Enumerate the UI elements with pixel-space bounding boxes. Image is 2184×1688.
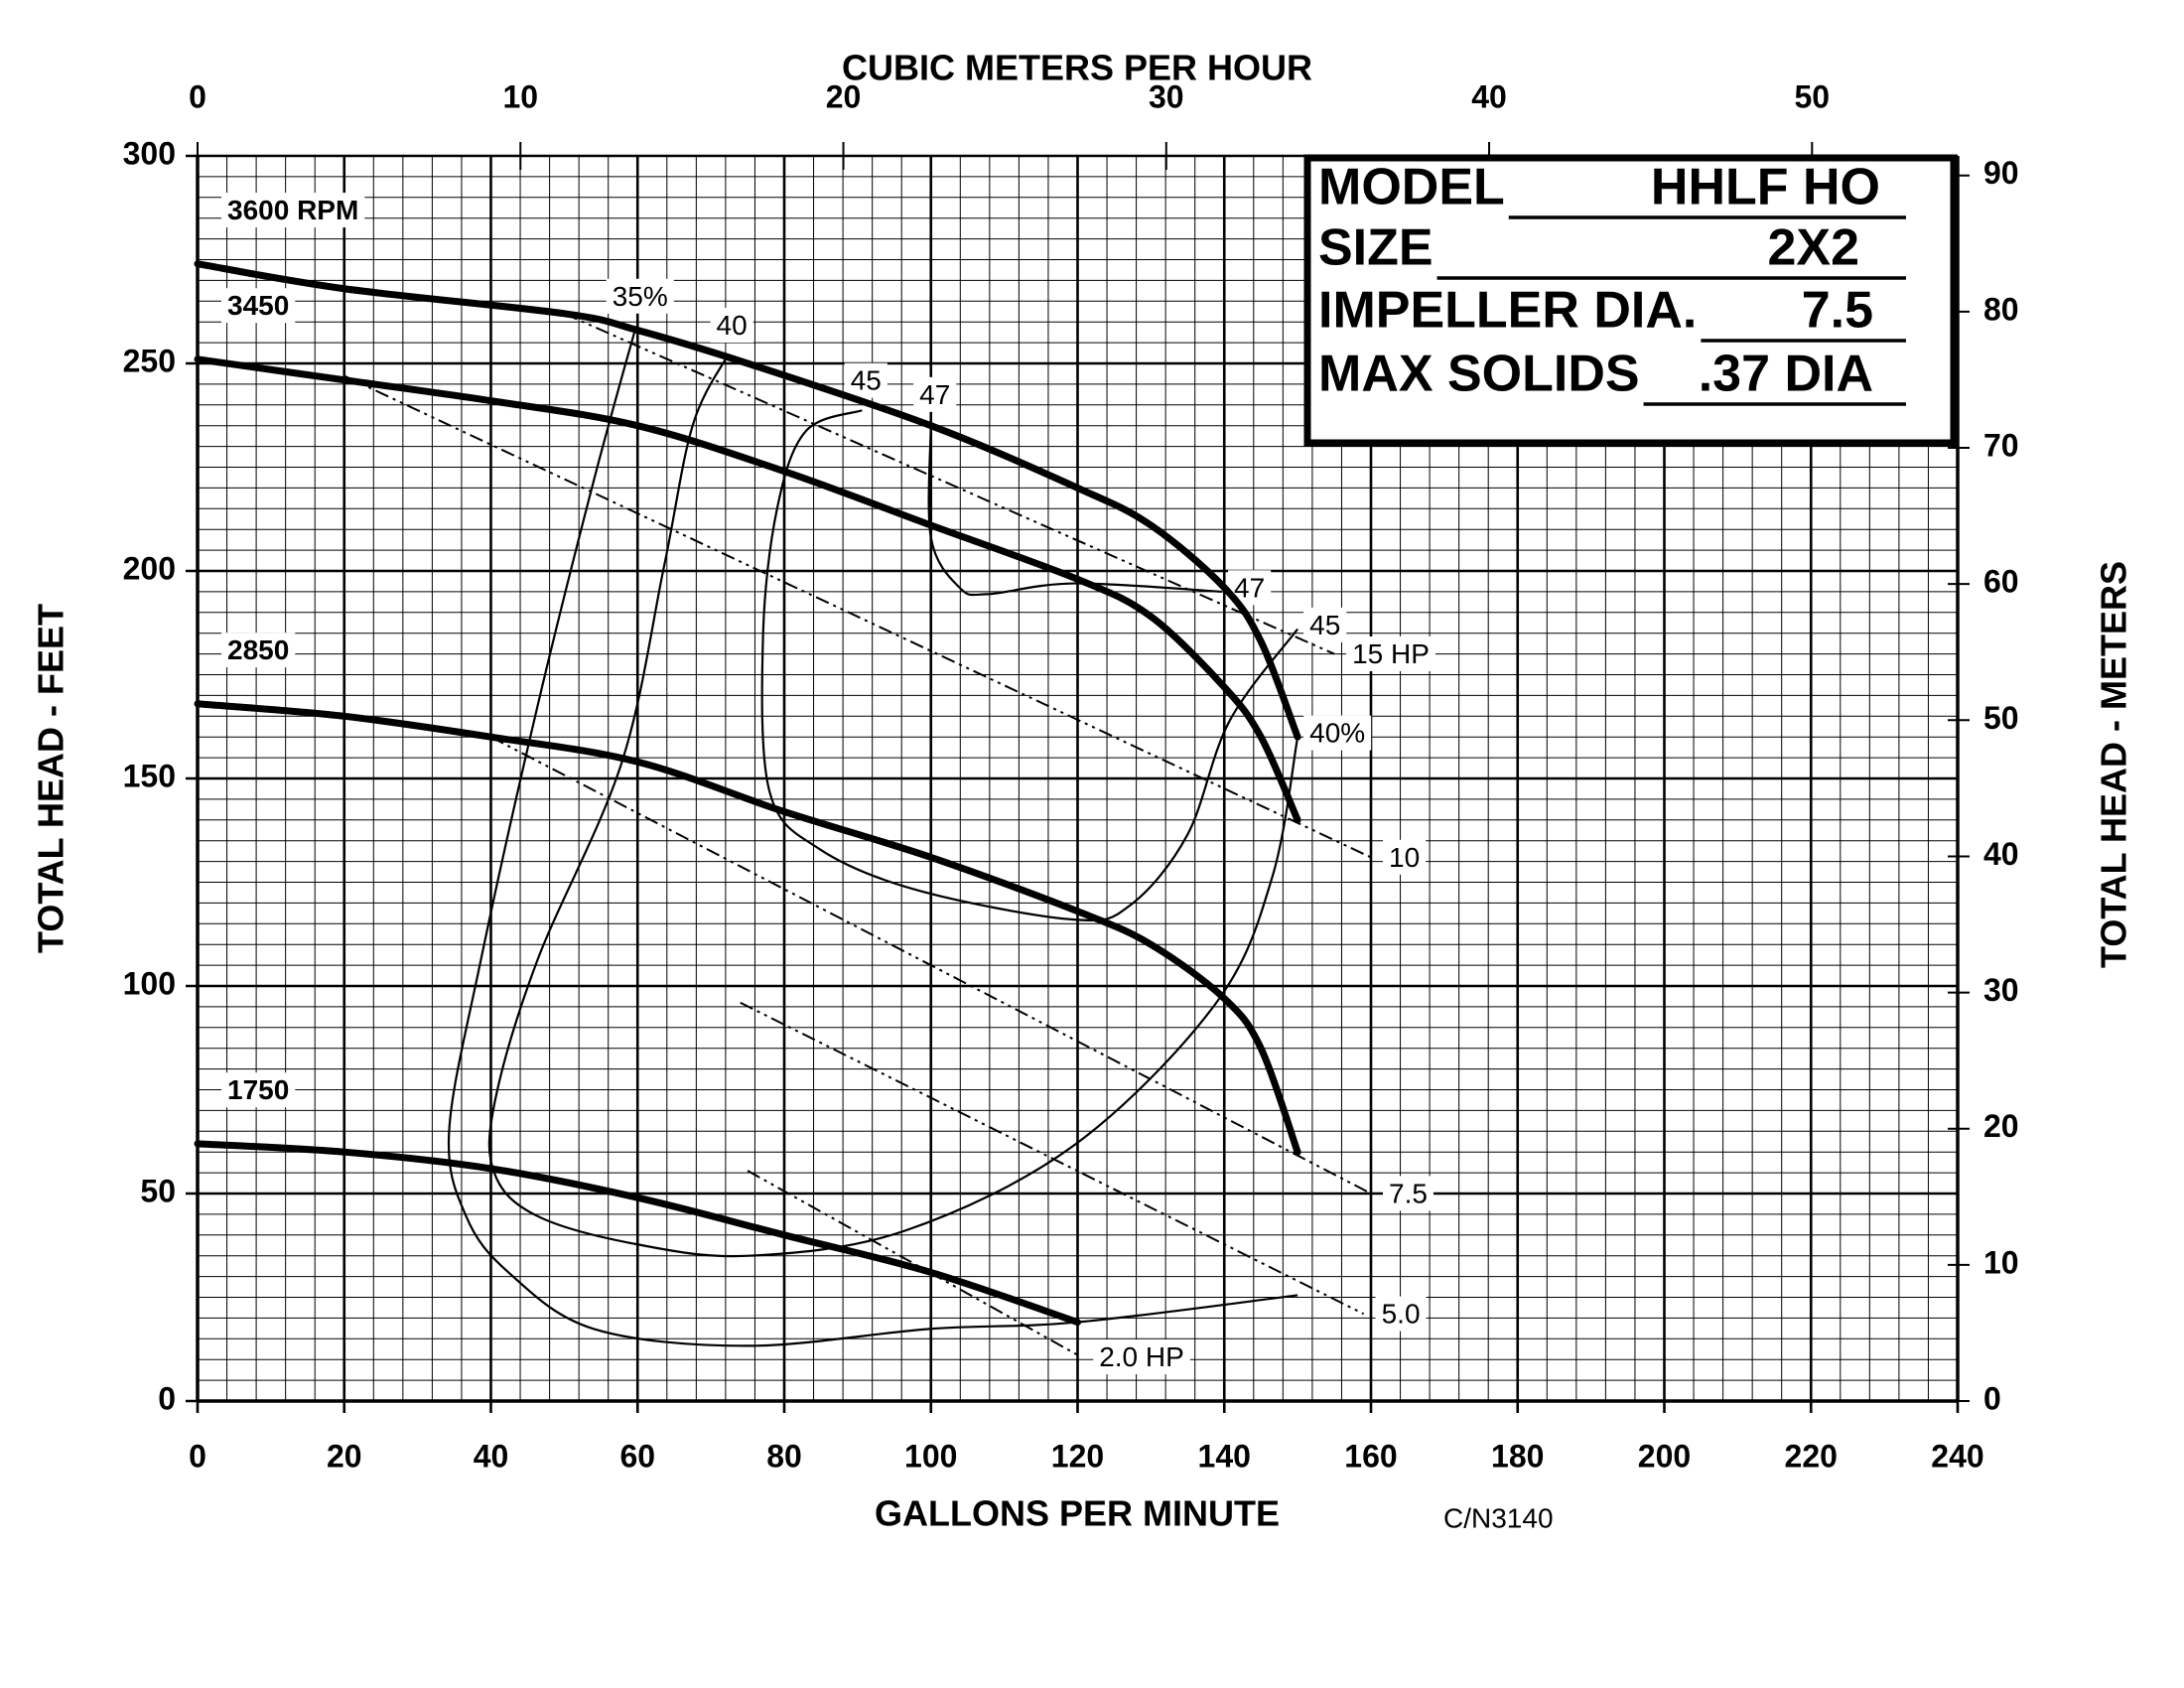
- speed-label: 1750: [227, 1074, 289, 1105]
- x-tick-label: 240: [1931, 1438, 1983, 1474]
- label-background: [221, 633, 296, 668]
- label-background: [1303, 715, 1372, 751]
- speed-label: 3600 RPM: [227, 195, 358, 225]
- y2-tick-label: 50: [1983, 700, 2019, 736]
- y2-axis-title: TOTAL HEAD - METERS: [2094, 561, 2134, 968]
- label-background: [1303, 607, 1347, 642]
- power-label: 7.5: [1389, 1178, 1428, 1208]
- x-tick-label: 180: [1491, 1438, 1544, 1474]
- x-tick-label: 140: [1198, 1438, 1251, 1474]
- y2-tick-label: 70: [1983, 427, 2019, 463]
- label-background: [844, 362, 887, 398]
- power-line: [563, 312, 1335, 655]
- power-label: 10: [1389, 842, 1420, 873]
- y-axis-title: TOTAL HEAD - FEET: [31, 604, 71, 953]
- y-tick-label: 150: [123, 758, 176, 793]
- model-field-label: MAX SOLIDS: [1318, 346, 1640, 403]
- x-tick-label: 100: [904, 1438, 957, 1474]
- label-background: [1375, 1296, 1427, 1332]
- x2-tick-label: 30: [1149, 78, 1184, 114]
- efficiency-label: 40%: [1309, 718, 1365, 749]
- efficiency-curve: [447, 326, 1298, 1347]
- efficiency-label: 47: [919, 379, 950, 410]
- x-tick-label: 60: [619, 1438, 655, 1474]
- x-tick-label: 40: [474, 1438, 509, 1474]
- efficiency-label: 40: [717, 310, 748, 341]
- x-axis-title: GALLONS PER MINUTE: [875, 1493, 1280, 1534]
- y2-tick-label: 20: [1983, 1108, 2019, 1144]
- speed-label: 3450: [227, 290, 289, 321]
- head-curve: [194, 355, 1301, 824]
- x-tick-label: 200: [1638, 1438, 1691, 1474]
- power-label: 2.0 HP: [1099, 1341, 1184, 1372]
- y-tick-label: 0: [158, 1380, 176, 1416]
- chart-note: C/N3140: [1443, 1502, 1554, 1533]
- x2-tick-label: 0: [189, 78, 206, 114]
- y2-tick-label: 0: [1983, 1380, 2001, 1416]
- x-tick-label: 20: [327, 1438, 362, 1474]
- model-field-label: SIZE: [1318, 219, 1433, 277]
- y2-tick-label: 30: [1983, 972, 2019, 1008]
- label-background: [1093, 1339, 1190, 1375]
- y2-tick-label: 40: [1983, 836, 2019, 872]
- model-box: [1303, 154, 1958, 447]
- y-tick-label: 200: [123, 550, 176, 586]
- model-field-value: HHLF HO: [1651, 159, 1880, 216]
- model-field-label: IMPELLER DIA.: [1318, 282, 1697, 340]
- efficiency-curve: [487, 354, 1299, 1258]
- power-line: [343, 374, 1372, 859]
- y2-tick-label: 80: [1983, 291, 2019, 327]
- x-tick-label: 0: [189, 1438, 206, 1474]
- efficiency-curve: [760, 409, 1299, 921]
- y2-tick-label: 90: [1983, 155, 2019, 191]
- power-label: 15 HP: [1352, 638, 1430, 669]
- model-field-value: 2X2: [1767, 219, 1859, 277]
- label-background: [221, 288, 296, 324]
- x2-tick-label: 20: [826, 78, 862, 114]
- label-background: [221, 193, 365, 228]
- efficiency-curve: [927, 424, 1223, 597]
- label-background: [221, 1072, 296, 1108]
- power-label: 5.0: [1382, 1299, 1421, 1330]
- label-background: [710, 308, 753, 344]
- label-background: [1346, 635, 1435, 671]
- label-background: [1383, 839, 1427, 875]
- x-tick-label: 80: [766, 1438, 802, 1474]
- y2-tick-label: 60: [1983, 564, 2019, 600]
- head-curve: [194, 260, 1301, 741]
- speed-label: 2850: [227, 634, 289, 665]
- model-field-label: MODEL: [1318, 159, 1505, 216]
- x2-tick-label: 50: [1795, 78, 1831, 114]
- y-tick-label: 250: [123, 343, 176, 378]
- x2-axis-title: CUBIC METERS PER HOUR: [842, 48, 1312, 88]
- power-line: [747, 1170, 1082, 1358]
- efficiency-label: 35%: [613, 281, 668, 312]
- x2-tick-label: 40: [1471, 78, 1507, 114]
- y-tick-label: 100: [123, 965, 176, 1001]
- x-tick-label: 120: [1051, 1438, 1104, 1474]
- x2-tick-label: 10: [502, 78, 538, 114]
- x-tick-label: 220: [1785, 1438, 1838, 1474]
- efficiency-label: 45: [851, 365, 882, 396]
- head-curve: [194, 700, 1301, 1156]
- power-line: [490, 736, 1372, 1195]
- head-curve: [194, 1140, 1081, 1327]
- y-tick-label: 300: [123, 135, 176, 171]
- label-background: [913, 376, 957, 412]
- model-field-value: .37 DIA: [1699, 346, 1873, 403]
- model-field-value: 7.5: [1802, 282, 1873, 340]
- label-background: [606, 278, 674, 314]
- x-tick-label: 160: [1344, 1438, 1397, 1474]
- efficiency-label: 47: [1234, 572, 1265, 603]
- label-background: [1383, 1176, 1433, 1211]
- y2-tick-label: 10: [1983, 1244, 2019, 1280]
- efficiency-label: 45: [1309, 610, 1340, 640]
- power-line: [740, 1001, 1365, 1316]
- y-tick-label: 50: [140, 1173, 176, 1208]
